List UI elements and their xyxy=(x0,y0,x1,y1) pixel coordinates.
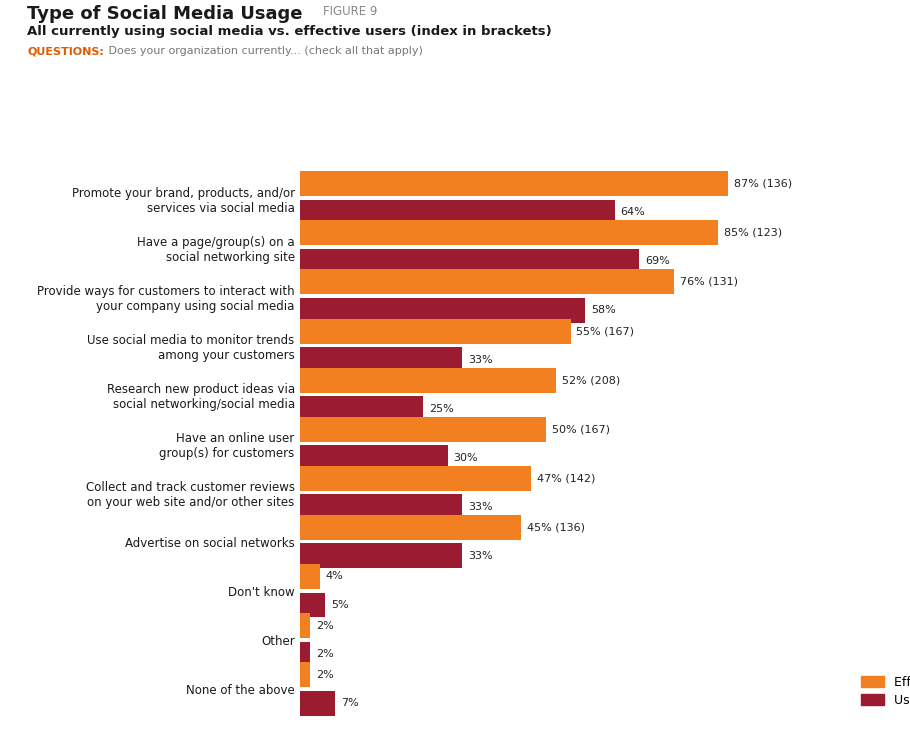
Bar xyxy=(300,564,320,589)
Text: 45% (136): 45% (136) xyxy=(527,523,585,532)
Bar xyxy=(300,368,556,393)
Text: 5%: 5% xyxy=(330,600,349,610)
Text: All currently using social media vs. effective users (index in brackets): All currently using social media vs. eff… xyxy=(27,25,552,38)
Bar xyxy=(300,221,718,246)
Bar xyxy=(300,690,335,715)
Text: 2%: 2% xyxy=(316,670,334,679)
Text: Does your organization currently... (check all that apply): Does your organization currently... (che… xyxy=(105,46,422,56)
Bar xyxy=(300,270,673,295)
Bar xyxy=(300,494,462,519)
Text: 25%: 25% xyxy=(429,404,454,413)
Bar xyxy=(300,347,462,372)
Text: 87% (136): 87% (136) xyxy=(733,179,792,189)
Text: 50% (167): 50% (167) xyxy=(551,424,610,434)
Bar xyxy=(300,416,546,442)
Text: QUESTIONS:: QUESTIONS: xyxy=(27,46,104,56)
Bar xyxy=(300,172,728,196)
Text: FIGURE 9: FIGURE 9 xyxy=(323,5,378,18)
Text: 64%: 64% xyxy=(621,207,645,217)
Bar xyxy=(300,662,310,687)
Text: 33%: 33% xyxy=(469,355,493,364)
Bar xyxy=(300,298,585,323)
Text: 52% (208): 52% (208) xyxy=(561,375,620,385)
Text: 58%: 58% xyxy=(592,306,616,315)
Text: 2%: 2% xyxy=(316,649,334,659)
Text: 30%: 30% xyxy=(453,453,479,463)
Bar xyxy=(300,465,531,491)
Bar xyxy=(300,613,310,638)
Legend: Effective users, Using now: Effective users, Using now xyxy=(856,671,910,712)
Bar xyxy=(300,200,615,225)
Text: 76% (131): 76% (131) xyxy=(680,277,738,287)
Bar xyxy=(300,641,310,666)
Bar xyxy=(300,592,325,617)
Text: 7%: 7% xyxy=(340,698,359,708)
Bar xyxy=(300,249,640,274)
Bar xyxy=(300,515,521,539)
Text: 85% (123): 85% (123) xyxy=(723,228,782,237)
Bar xyxy=(300,319,571,344)
Text: Type of Social Media Usage: Type of Social Media Usage xyxy=(27,5,303,23)
Bar xyxy=(300,445,448,471)
Text: 33%: 33% xyxy=(469,502,493,512)
Bar xyxy=(300,543,462,568)
Bar xyxy=(300,396,423,421)
Text: 55% (167): 55% (167) xyxy=(576,326,634,336)
Text: 2%: 2% xyxy=(316,621,334,630)
Text: 47% (142): 47% (142) xyxy=(537,474,595,483)
Text: 33%: 33% xyxy=(469,551,493,561)
Text: 4%: 4% xyxy=(326,572,344,581)
Text: 69%: 69% xyxy=(645,257,670,266)
